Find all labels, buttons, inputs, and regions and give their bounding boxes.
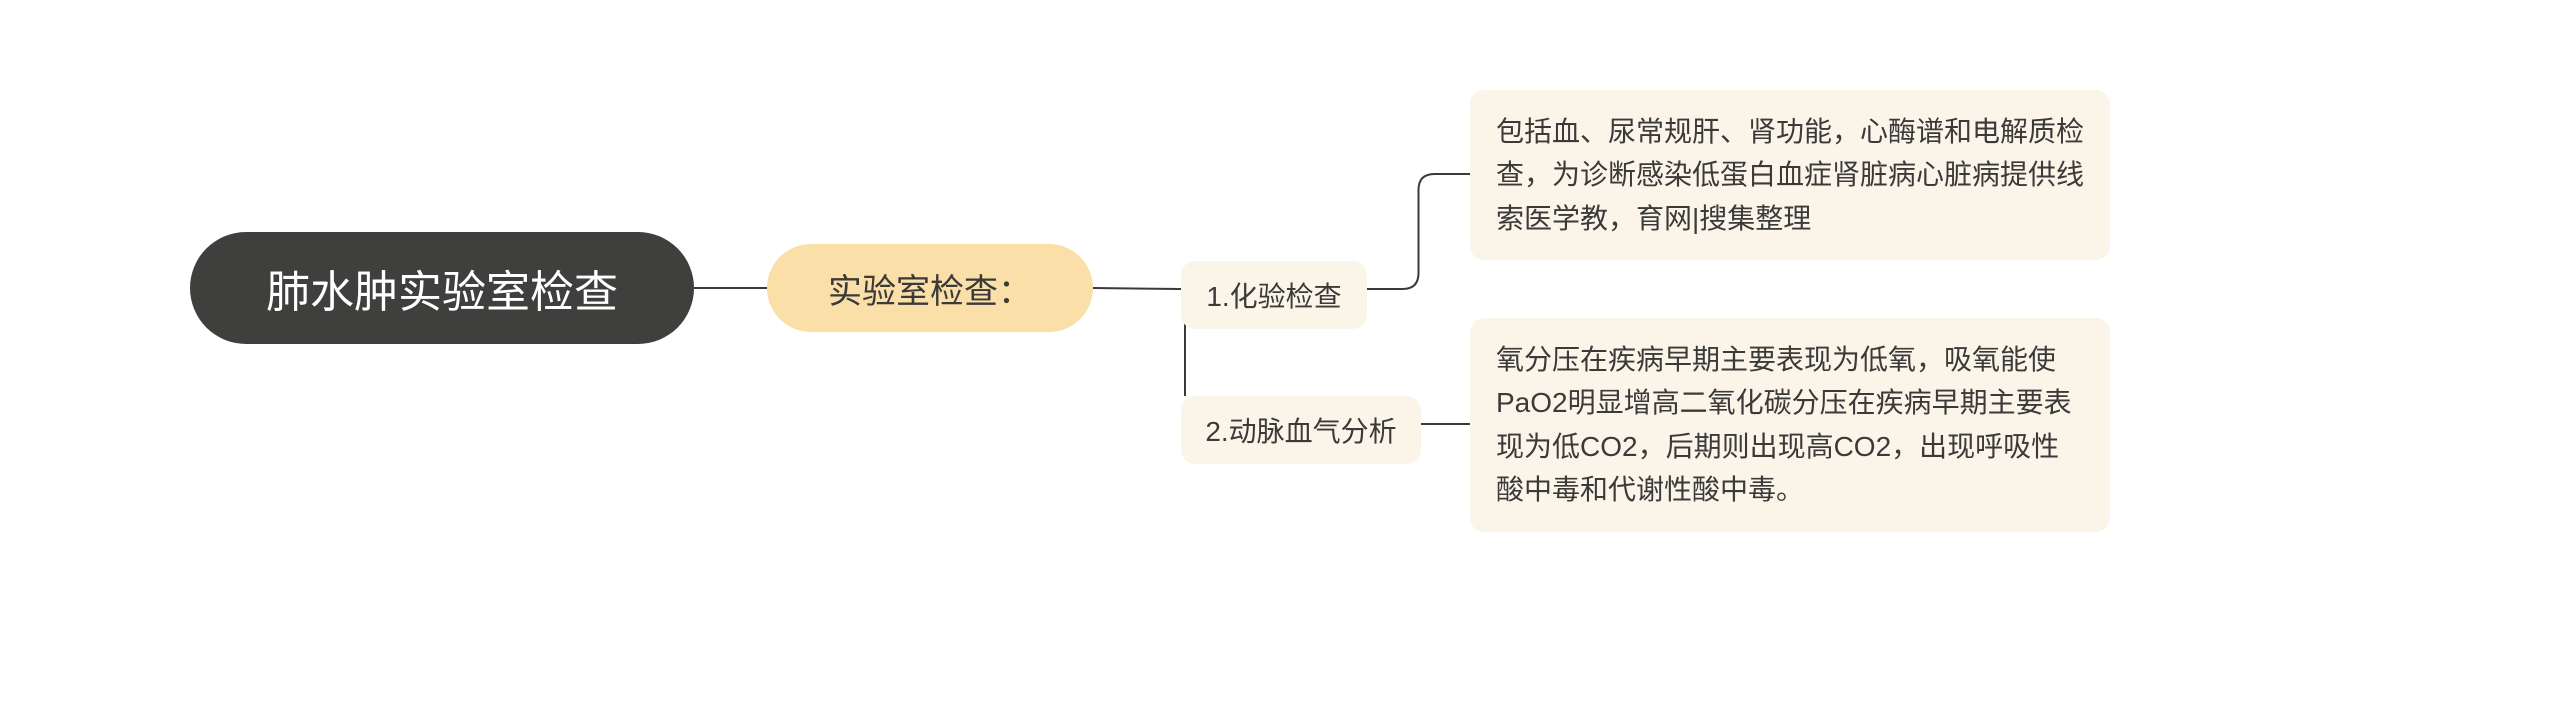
sub-node-1: 1.化验检查: [1181, 261, 1367, 329]
sub-node-2-text: 2.动脉血气分析: [1205, 410, 1396, 450]
root-node-text: 肺水肿实验室检查: [266, 256, 618, 320]
connector: [1093, 288, 1181, 289]
sub-node-1-text: 1.化验检查: [1206, 275, 1341, 315]
leaf-node-2-text: 氧分压在疾病早期主要表现为低氧，吸氧能使PaO2明显增高二氧化碳分压在疾病早期主…: [1496, 338, 2084, 512]
connector: [1367, 174, 1470, 289]
sub-node-2: 2.动脉血气分析: [1181, 396, 1421, 464]
connector-layer: [0, 0, 2560, 703]
branch-node-text: 实验室检查：: [828, 264, 1032, 313]
leaf-node-2: 氧分压在疾病早期主要表现为低氧，吸氧能使PaO2明显增高二氧化碳分压在疾病早期主…: [1470, 318, 2110, 532]
mindmap-canvas: 肺水肿实验室检查 实验室检查： 1.化验检查 2.动脉血气分析 包括血、尿常规肝…: [0, 0, 2560, 703]
leaf-node-1-text: 包括血、尿常规肝、肾功能，心酶谱和电解质检查，为诊断感染低蛋白血症肾脏病心脏病提…: [1496, 110, 2084, 240]
root-node: 肺水肿实验室检查: [190, 232, 694, 344]
branch-node: 实验室检查：: [767, 244, 1093, 332]
leaf-node-1: 包括血、尿常规肝、肾功能，心酶谱和电解质检查，为诊断感染低蛋白血症肾脏病心脏病提…: [1470, 90, 2110, 260]
